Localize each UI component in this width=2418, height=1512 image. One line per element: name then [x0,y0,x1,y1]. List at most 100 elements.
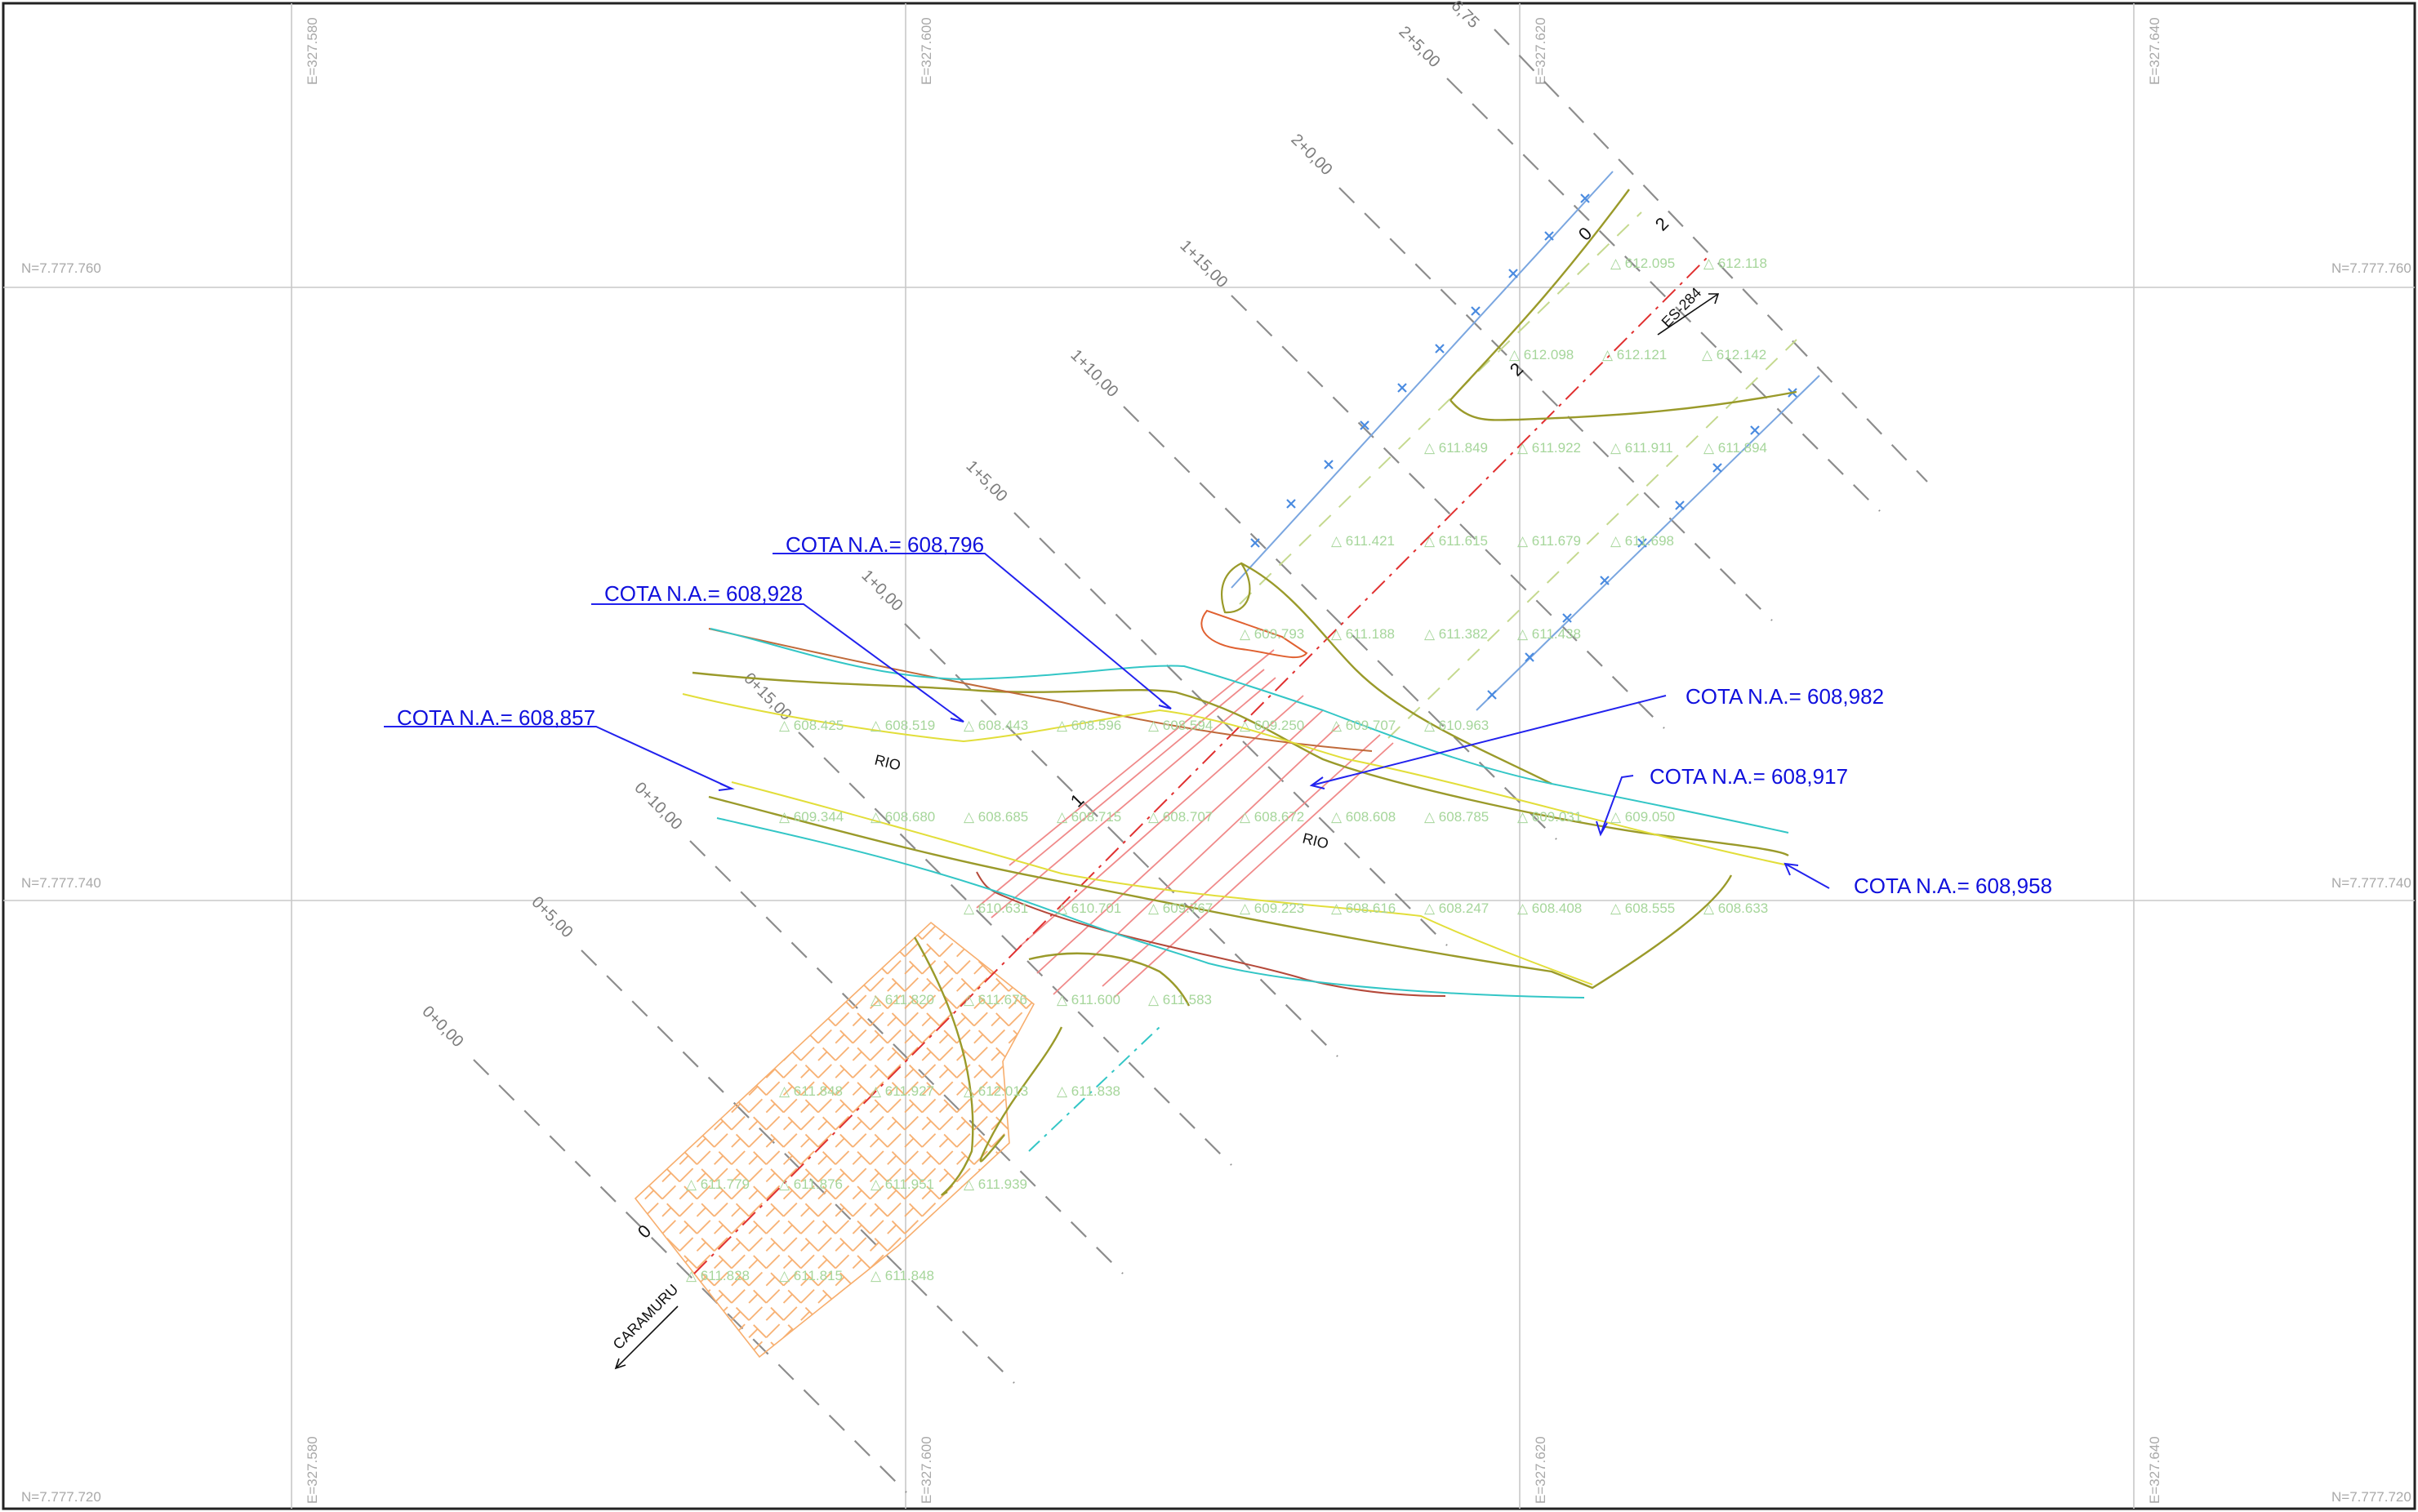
spot-elevation: △ 609.707 [1331,718,1396,733]
northing-label-left: N=7.777.740 [21,875,101,891]
easting-label-bottom: E=327.620 [1533,1436,1548,1504]
spot-elevation: △ 611.815 [779,1268,843,1283]
spot-elevation: △ 608.596 [1057,718,1121,733]
spot-elevation: △ 611.849 [1424,440,1488,456]
spot-elevation: △ 608.608 [1331,809,1396,825]
station-label: 2+5,00 [1395,23,1443,71]
caramuru-direction-label: CARAMURU [610,1281,682,1353]
callout-leaders [384,553,1830,889]
easting-label-bottom: E=327.600 [919,1436,934,1504]
station-labels: 0+0,00 0+5,00 0+10,00 0+15,00 1+0,00 1+5… [418,0,1482,1051]
station-label: 1+10,00 [1067,346,1121,401]
spot-elevation: △ 612.013 [964,1083,1028,1099]
northing-label-left: N=7.777.720 [21,1489,101,1505]
station-label: 1+15,00 [1176,237,1231,291]
northing-label-left: N=7.777.760 [21,260,101,276]
spot-elevation: △ 611.838 [1057,1083,1120,1099]
station-label: 2+0,00 [1287,131,1335,179]
paving-area [634,921,1035,1359]
spot-elevation: △ 611.848 [871,1268,934,1283]
water-level-callouts: COTA N.A.= 608,796 COTA N.A.= 608,928 CO… [397,532,2052,898]
spot-elevation: △ 608.672 [1240,809,1304,825]
es284-arrowhead [1708,293,1720,305]
spot-elevation: △ 611.679 [1517,533,1581,549]
station-label: 0+10,00 [630,779,685,834]
road-centerline [693,257,1708,1274]
spot-elevation: △ 611.438 [1517,626,1581,642]
caramuru-arrowhead [614,1358,626,1370]
spot-elevation: △ 611.583 [1148,992,1212,1007]
spot-elevation: △ 611.911 [1610,440,1673,456]
northing-label-right: N=7.777.740 [2331,875,2411,891]
spot-elevation: △ 608.555 [1610,901,1675,916]
easting-label-bottom: E=327.640 [2147,1436,2162,1504]
spot-elevations: △ 612.095 △ 612.118 △ 612.098 △ 612.121 … [686,256,1768,1283]
station-lines [473,29,1928,1493]
spot-elevation: △ 611.876 [779,1176,843,1192]
grid-labels: E=327.580 E=327.600 E=327.620 E=327.640 … [21,17,2411,1505]
spot-elevation: △ 611.828 [686,1268,750,1283]
water-level-label: COTA N.A.= 608,928 [604,581,803,606]
water-level-label: COTA N.A.= 608,917 [1650,764,1848,789]
river-label: RIO [873,751,902,773]
marker-label: 0 [1574,223,1596,244]
es284-arrow [1657,293,1719,336]
spot-elevation: △ 611.848 [779,1083,843,1099]
northing-label-right: N=7.777.720 [2331,1489,2411,1505]
station-label: 1+5,00 [962,457,1010,505]
easting-label-top: E=327.600 [919,17,934,85]
easting-label-top: E=327.640 [2147,17,2162,85]
spot-elevation: △ 612.095 [1610,256,1675,271]
spot-elevation: △ 611.939 [964,1176,1027,1192]
spot-elevation: △ 608.707 [1148,809,1213,825]
offset-lines [1239,211,1797,739]
spot-elevation: △ 611.820 [871,992,934,1007]
spot-elevation: △ 610.701 [1057,901,1121,916]
spot-elevation: △ 612.098 [1509,347,1574,362]
spot-elevation: △ 608.408 [1517,901,1582,916]
spot-elevation: △ 609.793 [1240,626,1304,642]
spot-elevation: △ 608.785 [1424,809,1489,825]
water-level-label: COTA N.A.= 608,857 [397,705,595,730]
spot-elevation: △ 611.421 [1331,533,1395,549]
spot-elevation: △ 608.680 [871,809,935,825]
spot-elevation: △ 608.715 [1057,809,1121,825]
spot-elevation: △ 609.050 [1610,809,1675,825]
easting-label-bottom: E=327.580 [305,1436,320,1504]
spot-elevation: △ 608.519 [871,718,935,733]
spot-elevation: △ 609.223 [1240,901,1304,916]
marker-label: 2 [1651,213,1672,234]
spot-elevation: △ 611.894 [1703,440,1767,456]
spot-elevation: △ 608.633 [1703,901,1768,916]
spot-elevation: △ 609.767 [1148,901,1213,916]
northing-label-right: N=7.777.760 [2331,260,2411,276]
easting-label-top: E=327.580 [305,17,320,85]
spot-elevation: △ 608.685 [964,809,1028,825]
river-label: RIO [1301,829,1330,852]
spot-elevation: △ 609.250 [1240,718,1304,733]
spot-elevation: △ 611.382 [1424,626,1488,642]
spot-elevation: △ 611.600 [1057,992,1120,1007]
spot-elevation: △ 608.247 [1424,901,1489,916]
spot-elevation: △ 608.425 [779,718,844,733]
spot-elevation: △ 611.615 [1424,533,1488,549]
spot-elevation: △ 608.594 [1148,718,1213,733]
water-lines [682,628,1789,998]
spot-elevation: △ 611.951 [871,1176,934,1192]
spot-elevation: △ 611.927 [871,1083,934,1099]
spot-elevation: △ 611.922 [1517,440,1581,456]
station-label: 1+0,00 [857,567,906,615]
spot-elevation: △ 611.698 [1610,533,1674,549]
spot-elevation: △ 608.443 [964,718,1028,733]
spot-elevation: △ 611.188 [1331,626,1395,642]
spot-elevation: △ 610.963 [1424,718,1489,733]
spot-elevation: △ 609.344 [779,809,844,825]
station-label: 6,75 [1447,0,1482,32]
spot-elevation: △ 612.121 [1602,347,1667,362]
marker-label: 1 [1067,789,1088,811]
water-level-label: COTA N.A.= 608,796 [786,532,984,557]
spot-elevation: △ 612.142 [1702,347,1766,362]
station-label: 0+0,00 [418,1003,466,1051]
water-level-label: COTA N.A.= 608,982 [1685,684,1884,709]
